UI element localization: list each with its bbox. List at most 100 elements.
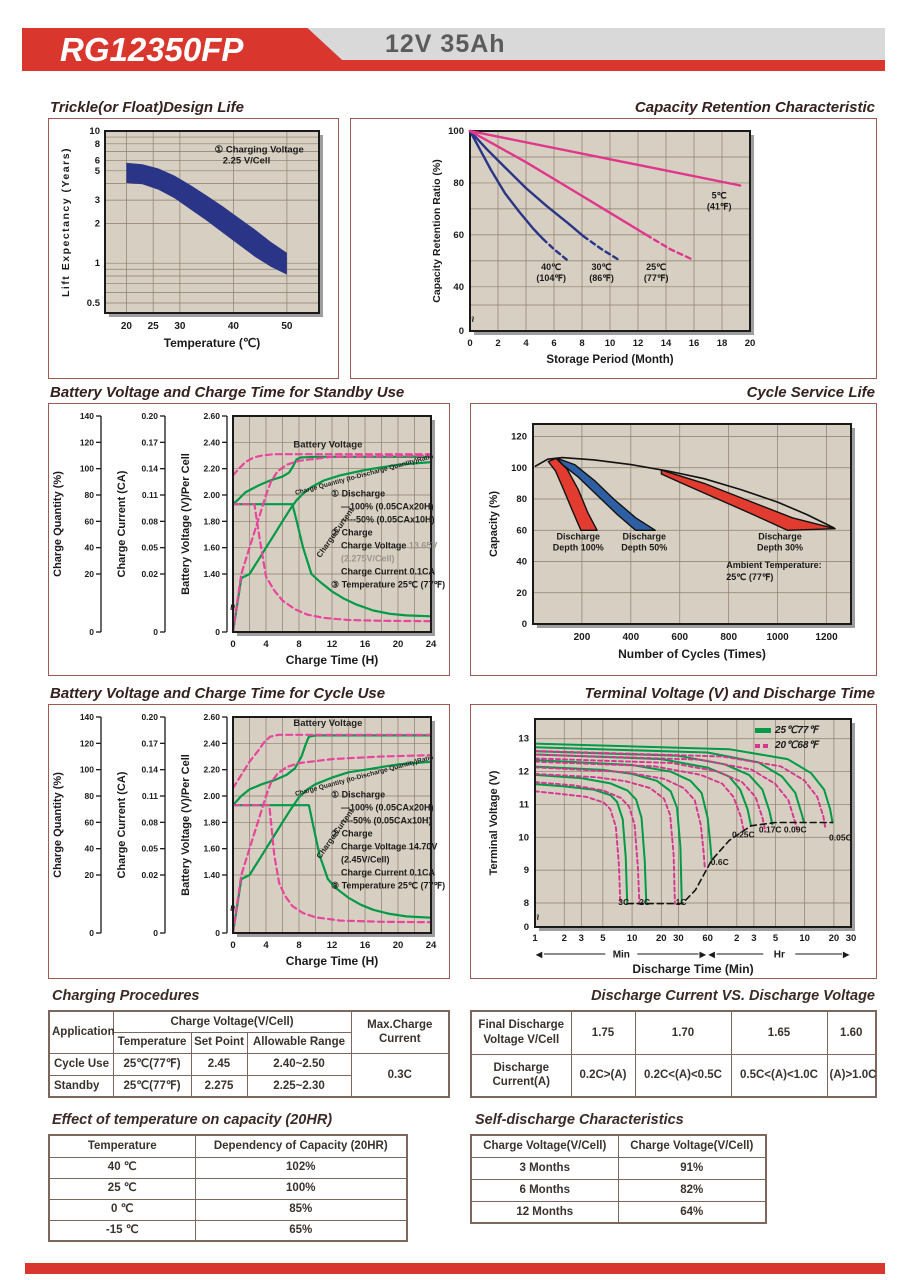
svg-text:① Discharge: ① Discharge <box>331 488 385 498</box>
svg-text:2.40: 2.40 <box>203 738 220 748</box>
chart-title-standby: Battery Voltage and Charge Time for Stan… <box>50 384 405 401</box>
svg-text:40: 40 <box>85 543 95 553</box>
temp-r3c1: 65% <box>194 1219 408 1242</box>
svg-text:140: 140 <box>80 411 94 421</box>
svg-text:Charge Time (H): Charge Time (H) <box>286 954 378 968</box>
svg-text:14: 14 <box>661 338 672 349</box>
temperature-capacity-table: Temperature Dependency of Capacity (20HR… <box>48 1134 408 1242</box>
svg-text:2: 2 <box>495 338 500 349</box>
charging-cell-range-0: 2.40~2.50 <box>246 1052 352 1076</box>
svg-text:20: 20 <box>393 940 404 951</box>
svg-text:40: 40 <box>85 844 95 854</box>
svg-text:0: 0 <box>459 326 464 337</box>
svg-text:2.25 V/Cell: 2.25 V/Cell <box>223 155 271 166</box>
chart-title-cycle-use: Battery Voltage and Charge Time for Cycl… <box>50 685 386 702</box>
temp-h0: Temperature <box>48 1134 196 1158</box>
svg-text:120: 120 <box>80 738 94 748</box>
svg-text:40℃: 40℃ <box>541 262 561 272</box>
svg-text:0: 0 <box>215 928 220 938</box>
svg-text:60: 60 <box>85 516 95 526</box>
svg-text:Capacity (%): Capacity (%) <box>488 491 500 557</box>
svg-text:Discharge: Discharge <box>623 532 667 542</box>
svg-text:600: 600 <box>671 632 688 643</box>
discharge-r1c0: 1.75 <box>570 1010 636 1055</box>
svg-text:30: 30 <box>846 933 857 944</box>
svg-text:16: 16 <box>689 338 700 349</box>
svg-text:4: 4 <box>263 940 269 951</box>
discharge-r2c0: 0.2C>(A) <box>570 1053 636 1098</box>
svg-text:9: 9 <box>524 865 529 876</box>
svg-text:200: 200 <box>574 632 591 643</box>
svg-text:30: 30 <box>673 933 684 944</box>
svg-text:3C: 3C <box>618 897 629 907</box>
svg-text:◀: ◀ <box>708 950 716 959</box>
svg-text:5℃: 5℃ <box>712 191 727 201</box>
svg-text:Charge Voltage 13.65V: Charge Voltage 13.65V <box>341 540 437 550</box>
svg-text:≈: ≈ <box>226 604 238 610</box>
svg-text:13: 13 <box>518 734 529 745</box>
charging-h-max-current: Max.Charge Current <box>350 1010 450 1054</box>
self-discharge-table: Charge Voltage(V/Cell) Charge Voltage(V/… <box>470 1134 767 1224</box>
svg-text:Storage Period (Month): Storage Period (Month) <box>546 354 673 366</box>
self-h1: Charge Voltage(V/Cell) <box>617 1134 767 1158</box>
standby-charge-chart: 140 120 100 80 60 40 20 0 Charge Quantity (%) 0.2… <box>48 403 450 676</box>
svg-text:2.20: 2.20 <box>203 464 220 474</box>
charging-cell-max-current: 0.3C <box>350 1052 450 1098</box>
header-red-stripe <box>300 60 885 71</box>
svg-text:Charge Quantity (%): Charge Quantity (%) <box>52 772 64 878</box>
footer-accent-bar <box>25 1263 885 1274</box>
svg-text:50: 50 <box>281 321 293 332</box>
discharge-r1c3: 1.60 <box>826 1010 877 1055</box>
svg-text:120: 120 <box>80 437 94 447</box>
svg-text:≈: ≈ <box>530 914 542 920</box>
svg-text:1: 1 <box>95 258 101 269</box>
svg-text:Charge Current 0.1CA: Charge Current 0.1CA <box>341 867 436 877</box>
temp-h1: Dependency of Capacity (20HR) <box>194 1134 408 1158</box>
svg-text:Depth 100%: Depth 100% <box>553 543 604 553</box>
svg-text:4: 4 <box>263 639 269 650</box>
temp-r0c1: 102% <box>194 1156 408 1179</box>
temp-r3c0: -15 ℃ <box>48 1219 196 1242</box>
charging-cell-range-1: 2.25~2.30 <box>246 1074 352 1098</box>
svg-text:20: 20 <box>516 588 527 599</box>
svg-text:③ Temperature 25℃ (77℉): ③ Temperature 25℃ (77℉) <box>331 880 445 890</box>
svg-text:0: 0 <box>89 627 94 637</box>
svg-text:0: 0 <box>467 338 472 349</box>
temp-r1c1: 100% <box>194 1177 408 1200</box>
svg-text:▶: ▶ <box>842 950 850 959</box>
self-r0c0: 3 Months <box>470 1156 619 1180</box>
svg-text:① Charging Voltage: ① Charging Voltage <box>215 144 304 155</box>
svg-text:0: 0 <box>153 627 158 637</box>
svg-text:5: 5 <box>95 166 101 177</box>
svg-text:20: 20 <box>745 338 756 349</box>
temp-r2c1: 85% <box>194 1198 408 1221</box>
svg-text:10: 10 <box>518 832 529 843</box>
svg-text:Battery Voltage (V)/Per Cell: Battery Voltage (V)/Per Cell <box>180 754 192 896</box>
svg-text:40: 40 <box>516 557 527 568</box>
svg-text:1.40: 1.40 <box>203 870 220 880</box>
svg-text:② Charge: ② Charge <box>331 828 373 838</box>
svg-text:—-50% (0.05CAx10H): —-50% (0.05CAx10H) <box>341 815 432 825</box>
svg-text:Battery Voltage (V)/Per Cell: Battery Voltage (V)/Per Cell <box>180 453 192 595</box>
svg-text:20: 20 <box>85 870 95 880</box>
svg-text:0.05C: 0.05C <box>829 833 852 843</box>
svg-text:Temperature (℃): Temperature (℃) <box>164 336 261 350</box>
svg-text:≈: ≈ <box>226 905 238 911</box>
svg-text:Charge Quantity (%): Charge Quantity (%) <box>52 471 64 577</box>
svg-text:8: 8 <box>296 639 301 650</box>
svg-text:2.20: 2.20 <box>203 765 220 775</box>
svg-text:60: 60 <box>453 230 464 241</box>
charging-cell-temp-0: 25℃(77℉) <box>112 1052 192 1076</box>
svg-text:Discharge Time (Min): Discharge Time (Min) <box>632 962 753 976</box>
svg-text:(104℉): (104℉) <box>536 273 566 283</box>
svg-text:0: 0 <box>215 627 220 637</box>
svg-text:80: 80 <box>85 490 95 500</box>
svg-text:0.17: 0.17 <box>141 738 158 748</box>
svg-text:20: 20 <box>393 639 404 650</box>
svg-text:12: 12 <box>327 639 338 650</box>
svg-text:0.5: 0.5 <box>87 298 101 309</box>
svg-text:0.08: 0.08 <box>141 817 158 827</box>
svg-text:25℃77℉: 25℃77℉ <box>774 725 820 736</box>
temp-r2c0: 0 ℃ <box>48 1198 196 1221</box>
svg-text:0.02: 0.02 <box>141 870 158 880</box>
